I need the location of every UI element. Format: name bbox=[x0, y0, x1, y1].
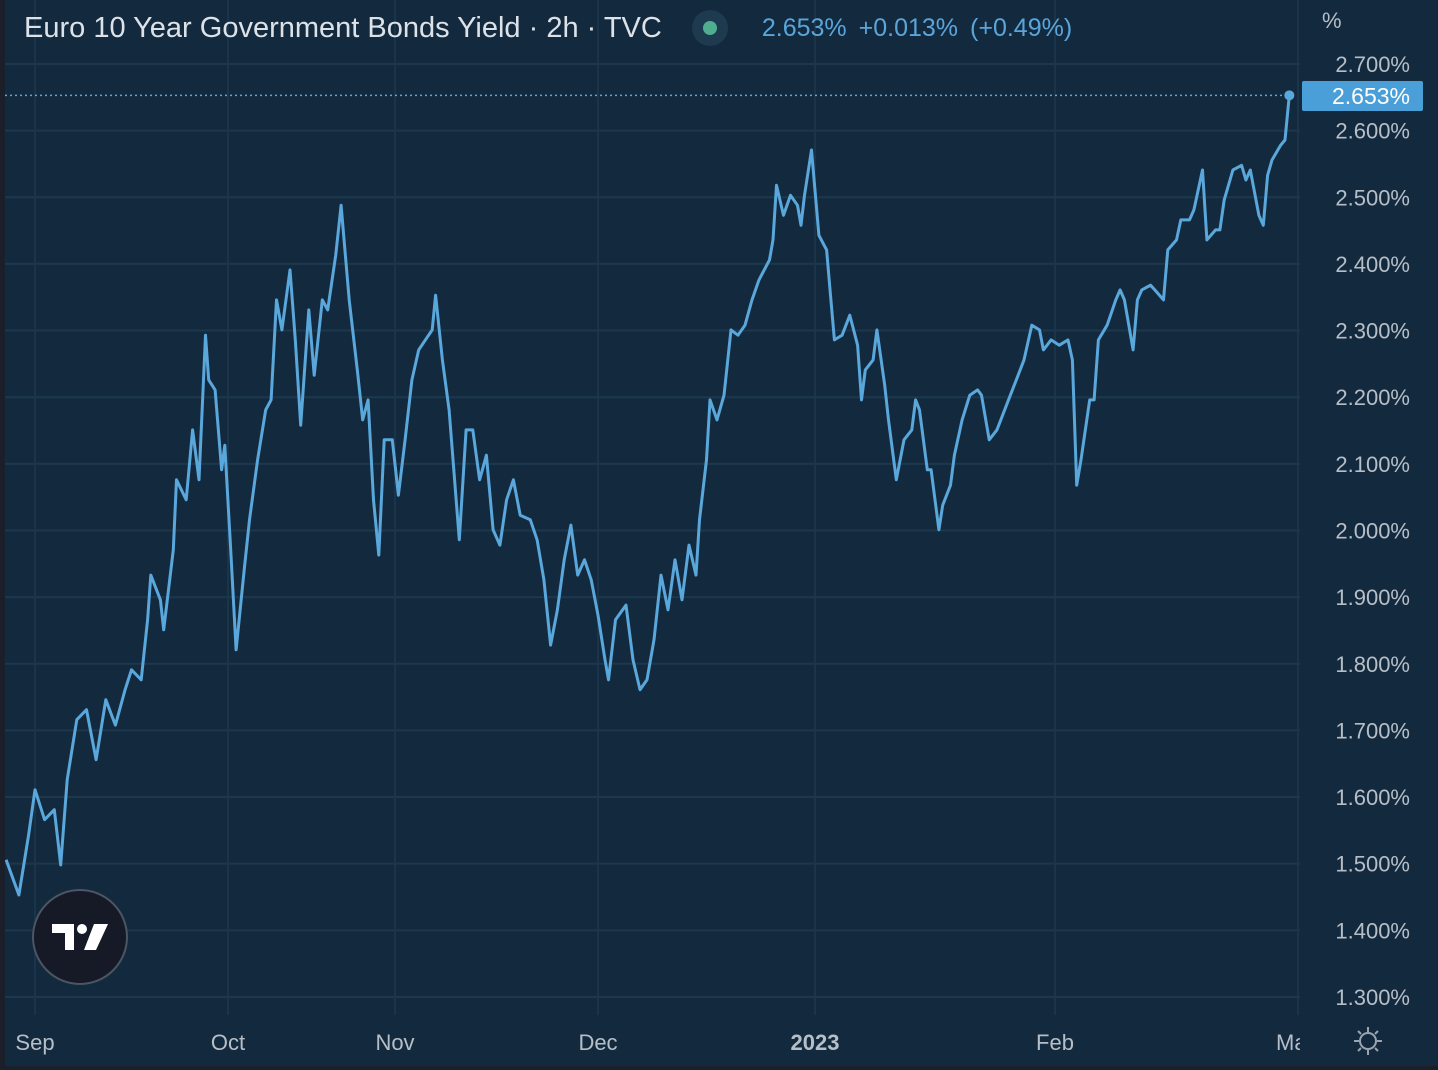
y-tick-label: 2.200% bbox=[1335, 385, 1410, 410]
grid bbox=[5, 0, 1300, 1015]
y-axis: 2.700% 2.600% 2.500% 2.400% 2.300% 2.200% 2.10… bbox=[1335, 52, 1410, 1010]
x-axis: Sep Oct Nov Dec 2023 Feb Ma bbox=[15, 1030, 1307, 1055]
price-label-text: 2.653% bbox=[1332, 83, 1410, 109]
x-tick-label: 2023 bbox=[791, 1030, 840, 1055]
y-tick-label: 1.300% bbox=[1335, 985, 1410, 1010]
x-tick-label: Feb bbox=[1036, 1030, 1074, 1055]
y-tick-label: 2.600% bbox=[1335, 119, 1410, 144]
y-tick-label: 1.800% bbox=[1335, 652, 1410, 677]
x-tick-label: Sep bbox=[15, 1030, 54, 1055]
market-status-icon[interactable] bbox=[691, 10, 728, 46]
y-tick-label: 1.600% bbox=[1335, 785, 1410, 810]
y-tick-label: 1.700% bbox=[1335, 718, 1410, 743]
x-tick-label: Oct bbox=[211, 1030, 245, 1055]
sun-settings-icon[interactable] bbox=[1352, 1025, 1384, 1057]
bottom-border bbox=[0, 1066, 1438, 1070]
y-tick-label: 2.700% bbox=[1335, 52, 1410, 77]
last-point bbox=[1284, 90, 1295, 101]
y-tick-label: 2.400% bbox=[1335, 252, 1410, 277]
y-tick-label: 1.400% bbox=[1335, 918, 1410, 943]
x-tick-label: Dec bbox=[578, 1030, 617, 1055]
series-line bbox=[4, 95, 1291, 897]
price-change: +0.013% bbox=[858, 13, 959, 42]
y-tick-label: 2.300% bbox=[1335, 319, 1410, 344]
y-tick-label: 2.000% bbox=[1335, 518, 1410, 543]
chart-title: Euro 10 Year Government Bonds Yield · 2h… bbox=[24, 11, 662, 44]
x-tick-label: Nov bbox=[375, 1030, 414, 1055]
y-tick-label: 1.900% bbox=[1335, 585, 1410, 610]
y-tick-label: 2.500% bbox=[1335, 185, 1410, 210]
price-readout: 2.653% +0.013% (+0.49%) bbox=[762, 14, 1072, 43]
price-label: 2.653% bbox=[1302, 81, 1423, 111]
x-tick-label: Ma bbox=[1276, 1030, 1307, 1055]
y-tick-label: 1.500% bbox=[1335, 852, 1410, 877]
tradingview-logo[interactable] bbox=[32, 889, 128, 985]
price-change-pct: (+0.49%) bbox=[970, 13, 1073, 42]
axis-unit: % bbox=[1322, 8, 1342, 33]
last-price: 2.653% bbox=[761, 13, 847, 42]
left-border bbox=[0, 0, 5, 1070]
y-tick-label: 2.100% bbox=[1335, 452, 1410, 477]
chart-header: Euro 10 Year Government Bonds Yield · 2h… bbox=[24, 8, 1072, 48]
